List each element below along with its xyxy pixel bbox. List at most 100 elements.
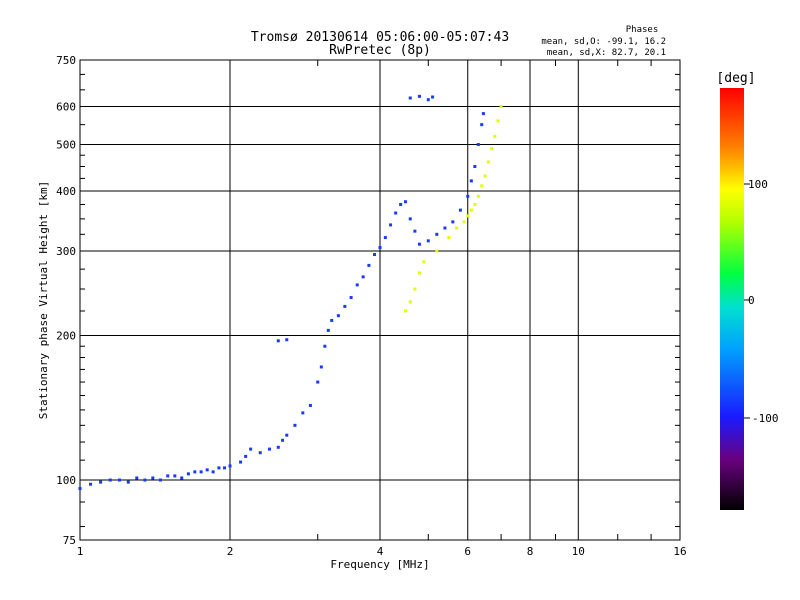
colorbar-tick-label: 100 (748, 178, 768, 191)
o-mode-point (285, 338, 289, 342)
o-mode-point (426, 98, 430, 102)
o-mode-point (217, 466, 221, 470)
o-mode-point (276, 445, 280, 449)
o-mode-point (276, 339, 280, 343)
o-mode-point (143, 478, 147, 482)
o-mode-point (403, 200, 407, 204)
y-tick-label: 300 (56, 245, 76, 258)
o-mode-point (394, 211, 398, 215)
x-mode-point (455, 226, 459, 230)
x-tick-label: 16 (673, 545, 686, 558)
x-mode-point (496, 119, 500, 123)
x-tick-label: 10 (572, 545, 585, 558)
x-mode-point (493, 134, 497, 138)
o-mode-point (330, 318, 334, 322)
o-mode-point (89, 482, 93, 486)
o-mode-point (343, 304, 347, 308)
y-tick-label: 200 (56, 330, 76, 343)
x-tick-label: 6 (464, 545, 471, 558)
o-mode-point (211, 470, 215, 474)
o-mode-point (244, 454, 248, 458)
colorbar-label: [deg] (716, 71, 755, 86)
o-mode-point (476, 143, 480, 147)
o-mode-point (458, 208, 462, 212)
o-mode-point (413, 229, 417, 233)
grid-lines (80, 60, 680, 540)
o-mode-point (180, 476, 184, 480)
o-mode-point (166, 474, 170, 478)
colorbar-tick-label: 0 (748, 294, 755, 307)
o-mode-point (151, 476, 155, 480)
o-mode-point (361, 275, 365, 279)
x-tick-label: 1 (77, 545, 84, 558)
o-mode-point (117, 478, 121, 482)
x-mode-point (435, 249, 439, 253)
o-mode-point (323, 344, 327, 348)
colorbar-tick-label: -100 (752, 412, 779, 425)
o-mode-point (378, 246, 382, 250)
y-tick-label: 750 (56, 54, 76, 67)
o-mode-point (239, 460, 243, 464)
y-tick-label: 100 (56, 474, 76, 487)
x-mode-point (469, 208, 473, 212)
o-mode-point (135, 476, 139, 480)
chart-title: Tromsø 20130614 05:06:00-05:07:43 (251, 30, 509, 45)
data-points (78, 94, 503, 491)
x-mode-point (499, 105, 503, 109)
o-mode-point (355, 283, 359, 287)
x-mode-point (408, 300, 412, 304)
x-mode-point (417, 271, 421, 275)
y-tick-label: 400 (56, 185, 76, 198)
x-mode-point (476, 194, 480, 198)
o-mode-point (408, 217, 412, 221)
x-mode-point (466, 214, 470, 218)
x-mode-point (483, 174, 487, 178)
o-mode-point (205, 468, 209, 472)
o-mode-point (367, 263, 371, 267)
o-mode-point (228, 464, 232, 468)
y-tick-label: 600 (56, 101, 76, 114)
x-mode-point (422, 260, 426, 264)
o-mode-point (481, 112, 485, 116)
o-mode-point (285, 433, 289, 437)
x-mode-point (447, 236, 451, 240)
o-mode-point (316, 380, 320, 384)
o-mode-point (417, 94, 421, 98)
o-mode-point (126, 480, 130, 484)
o-mode-point (417, 242, 421, 246)
o-mode-point (173, 474, 177, 478)
axis-ticks: 1 2 4 6 8 10 16 75 100 200 300 400 500 600 750 (56, 54, 687, 558)
phase-legend-x: mean, sd,X: 82.7, 20.1 (547, 48, 666, 58)
y-axis-label: Stationary phase Virtual Height [km] (37, 181, 50, 419)
o-mode-point (480, 123, 484, 127)
o-mode-point (435, 232, 439, 236)
o-mode-point (473, 164, 477, 168)
o-mode-point (193, 470, 197, 474)
x-tick-label: 4 (377, 545, 384, 558)
o-mode-point (223, 466, 227, 470)
x-mode-point (403, 309, 407, 313)
o-mode-point (199, 470, 203, 474)
o-mode-point (451, 220, 455, 224)
x-mode-point (413, 287, 417, 291)
phase-legend-o: mean, sd,O: -99.1, 16.2 (541, 37, 666, 47)
o-mode-point (281, 438, 285, 442)
o-mode-point (431, 95, 435, 99)
o-mode-point (308, 403, 312, 407)
o-mode-point (186, 472, 190, 476)
o-mode-point (293, 423, 297, 427)
o-mode-point (336, 314, 340, 318)
x-mode-point (486, 160, 490, 164)
o-mode-point (399, 202, 403, 206)
o-mode-point (108, 478, 112, 482)
x-mode-point (462, 220, 466, 224)
x-mode-point (480, 184, 484, 188)
o-mode-point (383, 236, 387, 240)
o-mode-point (443, 226, 447, 230)
y-tick-label: 75 (63, 534, 76, 547)
o-mode-point (301, 411, 305, 415)
o-mode-point (267, 447, 271, 451)
o-mode-point (349, 296, 353, 300)
x-axis-label: Frequency [MHz] (330, 558, 429, 571)
